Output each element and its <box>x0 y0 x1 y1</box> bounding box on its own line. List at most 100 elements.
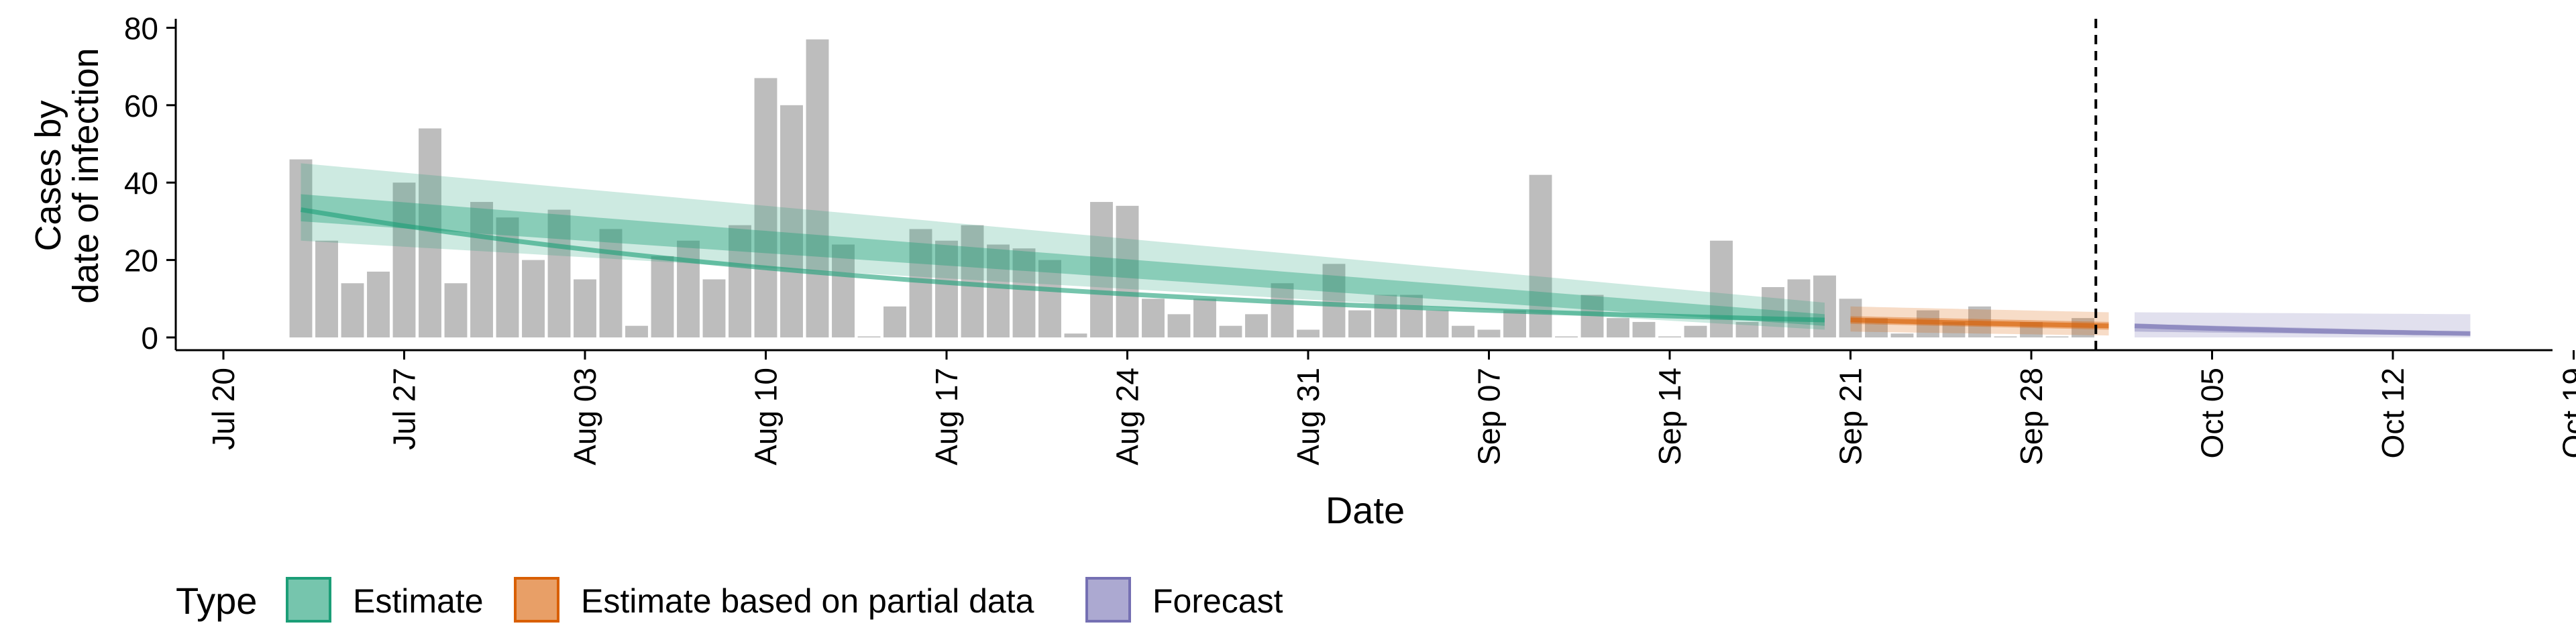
y-ticks: 0 20 40 60 80 <box>124 11 176 356</box>
case-bar <box>832 244 855 337</box>
case-bar <box>961 225 984 337</box>
x-tick-label: Oct 12 <box>2375 368 2410 459</box>
case-bar <box>935 240 958 337</box>
case-bar <box>1038 260 1061 337</box>
case-bar <box>1322 264 1346 337</box>
case-bars <box>289 39 2094 338</box>
case-bar <box>883 306 906 337</box>
case-bar <box>1555 336 1578 337</box>
y-tick-label: 60 <box>124 89 158 123</box>
case-bar <box>574 279 596 337</box>
x-tick-label: Oct 05 <box>2195 368 2230 459</box>
x-axis-title: Date <box>1326 489 1405 531</box>
case-bar <box>341 283 364 337</box>
case-bar <box>1271 283 1294 337</box>
case-bar <box>1426 310 1449 337</box>
case-bar <box>367 271 390 337</box>
legend-label: Estimate <box>353 582 484 620</box>
case-bar <box>729 225 751 337</box>
legend-key <box>514 577 559 623</box>
case-bar <box>1684 325 1707 337</box>
x-tick-label: Sep 07 <box>1472 368 1507 466</box>
y-axis-title-line-1: Cases by <box>28 100 68 251</box>
x-tick-label: Jul 27 <box>387 368 422 450</box>
y-tick-label: 40 <box>124 166 158 201</box>
median-line <box>2134 323 2471 336</box>
case-bar <box>1942 321 1966 337</box>
case-bar <box>315 240 338 337</box>
case-bar <box>1787 279 1811 337</box>
band-estimate <box>300 163 1825 330</box>
case-bar <box>1735 321 1759 337</box>
case-bar <box>1193 299 1216 337</box>
case-bar <box>1762 286 1784 337</box>
case-bar <box>1503 310 1526 337</box>
case-bar <box>1116 205 1139 337</box>
case-bar <box>987 244 1010 337</box>
case-bar <box>1245 314 1268 337</box>
band-estimate-based-on-partial-data <box>1850 306 2109 336</box>
case-bar <box>1064 333 1087 337</box>
y-tick-label: 0 <box>141 321 158 356</box>
case-bar <box>625 325 648 337</box>
case-bar <box>1890 333 1914 337</box>
median-line <box>300 207 1825 323</box>
case-bar <box>1477 329 1501 337</box>
x-tick-label: Sep 21 <box>1833 368 1868 466</box>
case-bar <box>470 202 493 337</box>
legend-key <box>1085 577 1131 623</box>
case-bar <box>1219 325 1242 337</box>
case-bar <box>1710 240 1733 337</box>
x-tick-label: Jul 20 <box>206 368 241 450</box>
case-bar <box>1607 318 1629 337</box>
case-bar <box>1297 329 1320 337</box>
case-bar <box>1167 314 1191 337</box>
y-tick-label: 80 <box>124 11 158 46</box>
x-axis: Jul 20 Jul 27 Aug 03 Aug 10 Aug 17 Aug 24 Aug … <box>176 349 2576 531</box>
case-bar <box>1658 336 1681 337</box>
legend-title: Type <box>176 580 257 622</box>
legend: Type Estimate Estimate based on partial d… <box>176 577 1283 623</box>
estimate-bands <box>300 163 2471 337</box>
case-bar <box>1374 294 1397 337</box>
case-bar <box>806 39 829 338</box>
case-bar <box>702 279 726 337</box>
case-bar <box>1348 310 1371 337</box>
x-tick-label: Aug 24 <box>1110 368 1145 466</box>
case-bar <box>754 78 777 337</box>
legend-label: Estimate based on partial data <box>581 582 1034 620</box>
x-tick-label: Aug 31 <box>1291 368 1326 466</box>
outer-interval-band <box>301 163 1825 330</box>
case-bar <box>780 105 803 338</box>
legend-label: Forecast <box>1152 582 1283 620</box>
case-bar <box>2045 336 2069 337</box>
y-tick-label: 20 <box>124 244 158 278</box>
case-bar <box>1452 325 1474 337</box>
case-bar <box>677 240 700 337</box>
case-bar <box>599 229 623 337</box>
x-ticks: Jul 20 Jul 27 Aug 03 Aug 10 Aug 17 Aug 24 Aug … <box>206 350 2576 466</box>
y-axis: 0 20 40 60 80 Cases by date of infection <box>28 11 177 356</box>
x-tick-label: Aug 17 <box>929 368 964 466</box>
case-bar <box>1632 321 1656 337</box>
legend-key <box>286 577 331 623</box>
case-bar <box>547 209 571 337</box>
case-bar <box>1012 248 1036 337</box>
x-tick-label: Oct 19 <box>2557 368 2576 459</box>
case-bar <box>289 159 313 337</box>
inner-interval-band <box>301 194 1825 326</box>
case-bar <box>1090 202 1113 337</box>
case-bar <box>522 260 545 337</box>
case-bar <box>1813 275 1836 337</box>
case-bar <box>392 182 416 337</box>
plot-area <box>289 19 2471 350</box>
x-tick-label: Sep 28 <box>2014 368 2049 466</box>
x-tick-label: Sep 14 <box>1652 368 1687 466</box>
band-forecast <box>2134 312 2471 337</box>
case-bar <box>444 283 468 337</box>
y-axis-title-line-2: date of infection <box>66 48 106 303</box>
median-line <box>1850 317 2109 329</box>
case-bar <box>1994 336 2017 337</box>
x-tick-label: Aug 03 <box>568 368 602 466</box>
